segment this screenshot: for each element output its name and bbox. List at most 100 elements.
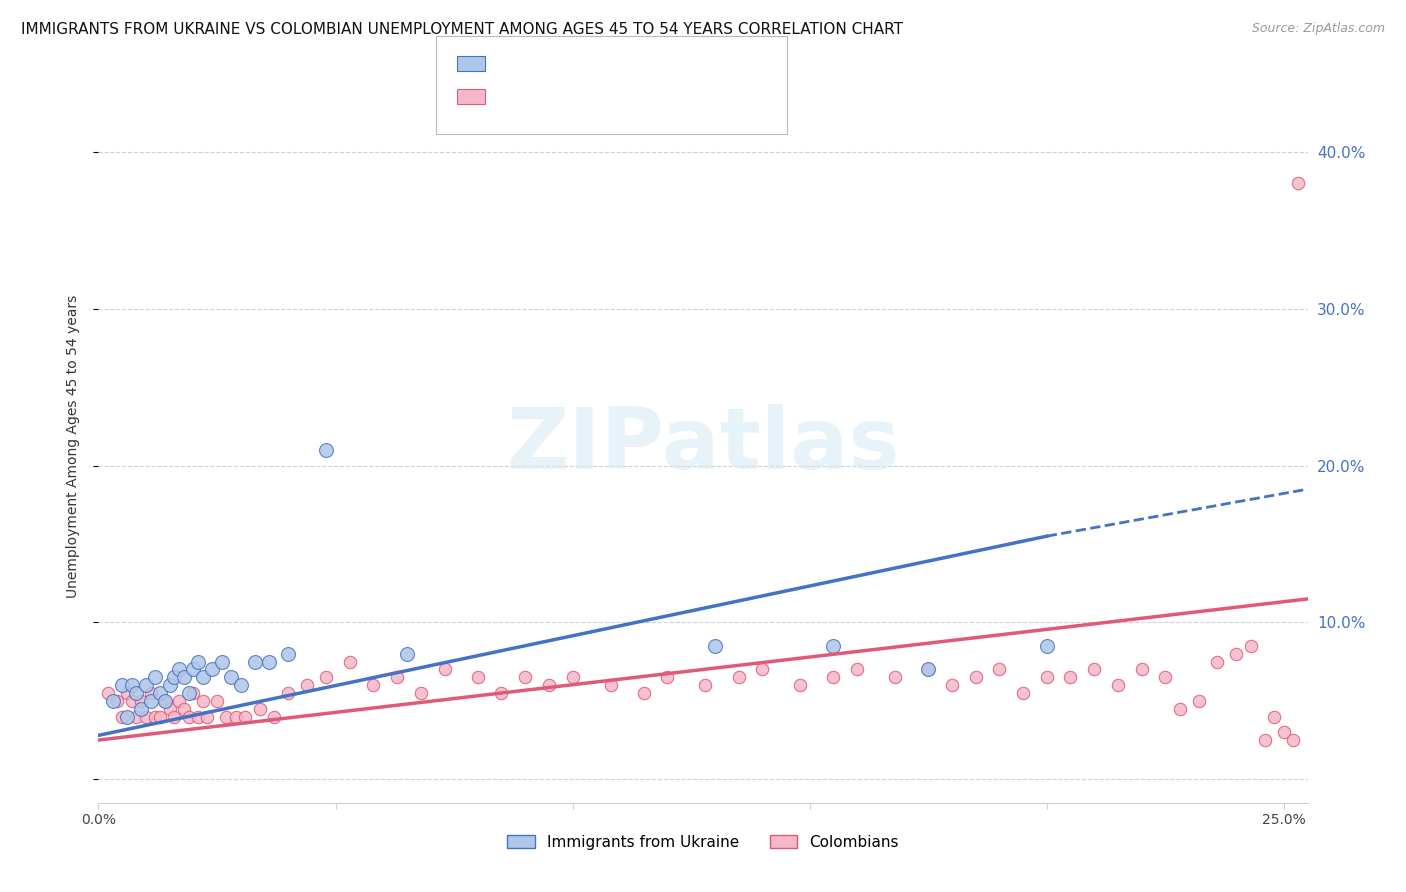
Point bbox=[1282, 733, 1305, 747]
Point bbox=[115, 686, 138, 700]
Point bbox=[167, 694, 190, 708]
Point bbox=[1036, 670, 1059, 684]
Point bbox=[111, 678, 134, 692]
Point bbox=[191, 670, 214, 684]
Point bbox=[1225, 647, 1247, 661]
Text: 71: 71 bbox=[675, 81, 696, 95]
Point bbox=[197, 709, 219, 723]
Point bbox=[181, 663, 204, 677]
Point bbox=[1206, 655, 1229, 669]
Point bbox=[1059, 670, 1081, 684]
Point bbox=[965, 670, 987, 684]
Point bbox=[823, 670, 845, 684]
Point bbox=[1272, 725, 1295, 739]
Point bbox=[1254, 733, 1277, 747]
Point bbox=[177, 686, 200, 700]
Point bbox=[125, 709, 148, 723]
Point bbox=[515, 670, 537, 684]
Point bbox=[115, 709, 138, 723]
Point bbox=[339, 655, 361, 669]
Point bbox=[491, 686, 513, 700]
Point bbox=[467, 670, 489, 684]
Point bbox=[846, 663, 869, 677]
Point bbox=[121, 678, 143, 692]
Point bbox=[1130, 663, 1153, 677]
Point bbox=[149, 709, 172, 723]
Point bbox=[789, 678, 811, 692]
Point bbox=[1036, 639, 1059, 653]
Point bbox=[1263, 709, 1285, 723]
Legend: Immigrants from Ukraine, Colombians: Immigrants from Ukraine, Colombians bbox=[501, 829, 905, 855]
Point bbox=[97, 686, 120, 700]
Point bbox=[153, 694, 176, 708]
Point bbox=[1012, 686, 1035, 700]
Point bbox=[385, 670, 408, 684]
Point bbox=[135, 678, 157, 692]
Point bbox=[121, 694, 143, 708]
Point bbox=[1286, 176, 1309, 190]
Point bbox=[941, 678, 963, 692]
Point bbox=[249, 702, 271, 716]
Point bbox=[173, 702, 195, 716]
Point bbox=[143, 670, 166, 684]
Point bbox=[215, 709, 238, 723]
Y-axis label: Unemployment Among Ages 45 to 54 years: Unemployment Among Ages 45 to 54 years bbox=[66, 294, 80, 598]
Point bbox=[537, 678, 560, 692]
Point bbox=[167, 663, 190, 677]
Text: N =: N = bbox=[623, 48, 666, 62]
Point bbox=[917, 663, 939, 677]
Point bbox=[111, 709, 134, 723]
Point bbox=[751, 663, 773, 677]
Point bbox=[1187, 694, 1209, 708]
Text: Source: ZipAtlas.com: Source: ZipAtlas.com bbox=[1251, 22, 1385, 36]
Point bbox=[433, 663, 456, 677]
Point bbox=[149, 686, 172, 700]
Point bbox=[125, 686, 148, 700]
Point bbox=[105, 694, 128, 708]
Point bbox=[695, 678, 717, 692]
Point bbox=[315, 442, 337, 457]
Point bbox=[823, 639, 845, 653]
Text: 0.341: 0.341 bbox=[544, 81, 592, 95]
Point bbox=[211, 655, 233, 669]
Point bbox=[143, 709, 166, 723]
Point bbox=[201, 663, 224, 677]
Text: ZIPatlas: ZIPatlas bbox=[506, 404, 900, 488]
Point bbox=[163, 670, 186, 684]
Point bbox=[395, 647, 418, 661]
Point bbox=[1240, 639, 1263, 653]
Text: N =: N = bbox=[623, 81, 666, 95]
Text: 32: 32 bbox=[675, 48, 696, 62]
Point bbox=[363, 678, 385, 692]
Point bbox=[561, 670, 583, 684]
Point bbox=[229, 678, 252, 692]
Point bbox=[1168, 702, 1191, 716]
Point bbox=[225, 709, 247, 723]
Point bbox=[409, 686, 432, 700]
Point bbox=[135, 709, 157, 723]
Point bbox=[1107, 678, 1129, 692]
Point bbox=[1154, 670, 1177, 684]
Point bbox=[633, 686, 655, 700]
Point bbox=[187, 709, 209, 723]
Point bbox=[277, 686, 299, 700]
Point bbox=[884, 670, 907, 684]
Point bbox=[163, 709, 186, 723]
Point bbox=[243, 655, 266, 669]
Point bbox=[153, 694, 176, 708]
Point bbox=[295, 678, 318, 692]
Point bbox=[139, 694, 162, 708]
Point bbox=[263, 709, 285, 723]
Point bbox=[917, 663, 939, 677]
Point bbox=[139, 686, 162, 700]
Point bbox=[235, 709, 257, 723]
Point bbox=[191, 694, 214, 708]
Text: R =: R = bbox=[499, 48, 533, 62]
Point bbox=[257, 655, 280, 669]
Point bbox=[315, 670, 337, 684]
Text: 0.431: 0.431 bbox=[544, 48, 592, 62]
Point bbox=[727, 670, 749, 684]
Point bbox=[129, 694, 152, 708]
Point bbox=[1083, 663, 1105, 677]
Point bbox=[277, 647, 299, 661]
